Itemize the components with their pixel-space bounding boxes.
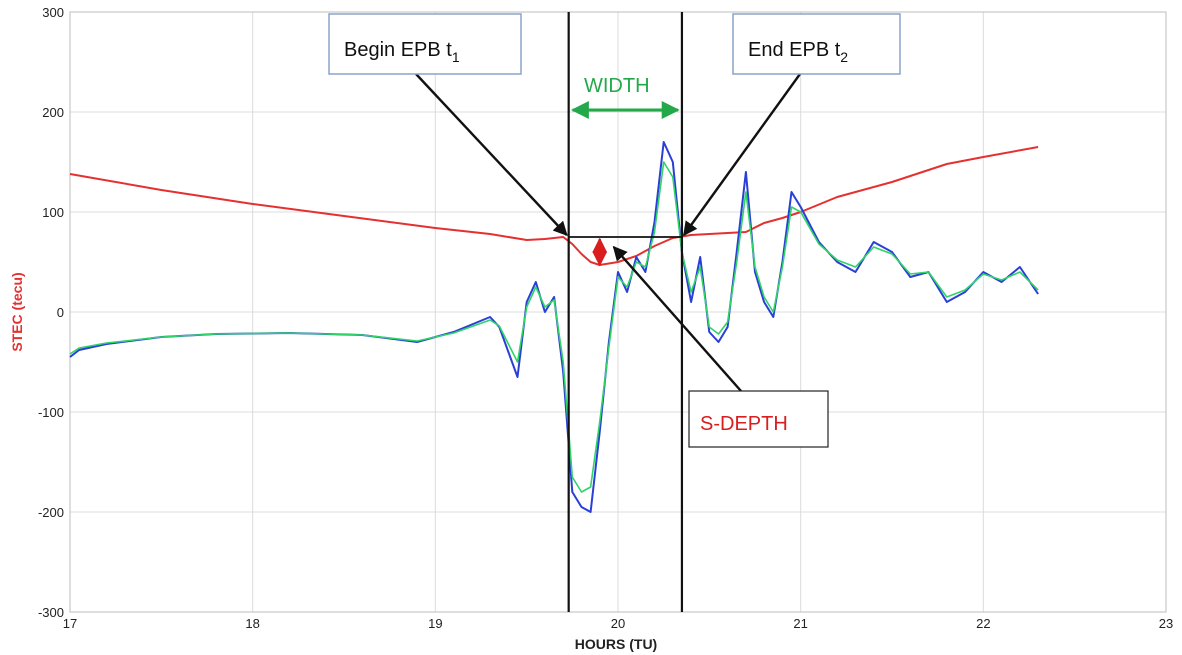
end-epb-callout (732, 13, 901, 75)
begin-epb-label: Begin EPB t1 (344, 39, 460, 65)
begin-pointer-arrow (415, 73, 568, 237)
y-tick-label: 0 (57, 305, 64, 320)
x-tick-label: 22 (976, 616, 990, 631)
begin-epb-text: Begin EPB t (344, 39, 452, 61)
end-epb-text: End EPB t (748, 39, 841, 61)
x-tick-label: 21 (793, 616, 807, 631)
y-tick-label: 300 (42, 5, 64, 20)
end-epb-label: End EPB t2 (748, 39, 848, 65)
end-pointer-arrow (682, 73, 801, 237)
y-tick-label: -100 (38, 405, 64, 420)
plot-frame (69, 11, 1167, 613)
y-axis-label: STEC (tecu) (9, 272, 25, 351)
begin-epb-subscript: 1 (452, 49, 460, 65)
width-label: WIDTH (584, 75, 650, 97)
x-tick-label: 17 (63, 616, 77, 631)
s-depth-label: S-DEPTH (700, 413, 788, 435)
x-tick-label: 20 (611, 616, 625, 631)
end-epb-subscript: 2 (840, 49, 848, 65)
y-tick-label: 200 (42, 105, 64, 120)
x-axis-label: HOURS (TU) (575, 636, 657, 652)
red-series-line (69, 146, 1039, 266)
green-series-line (69, 161, 1039, 493)
blue-series-line (69, 141, 1039, 513)
x-tick-label: 19 (428, 616, 442, 631)
y-tick-label: 100 (42, 205, 64, 220)
x-tick-label: 18 (245, 616, 259, 631)
y-tick-label: -300 (38, 605, 64, 620)
annotation-layer (415, 12, 801, 612)
s-depth-callout (688, 390, 829, 448)
x-tick-label: 23 (1159, 616, 1173, 631)
y-tick-label: -200 (38, 505, 64, 520)
depth-pointer-arrow (612, 245, 742, 392)
begin-epb-callout (328, 13, 522, 75)
series-layer (69, 141, 1039, 513)
